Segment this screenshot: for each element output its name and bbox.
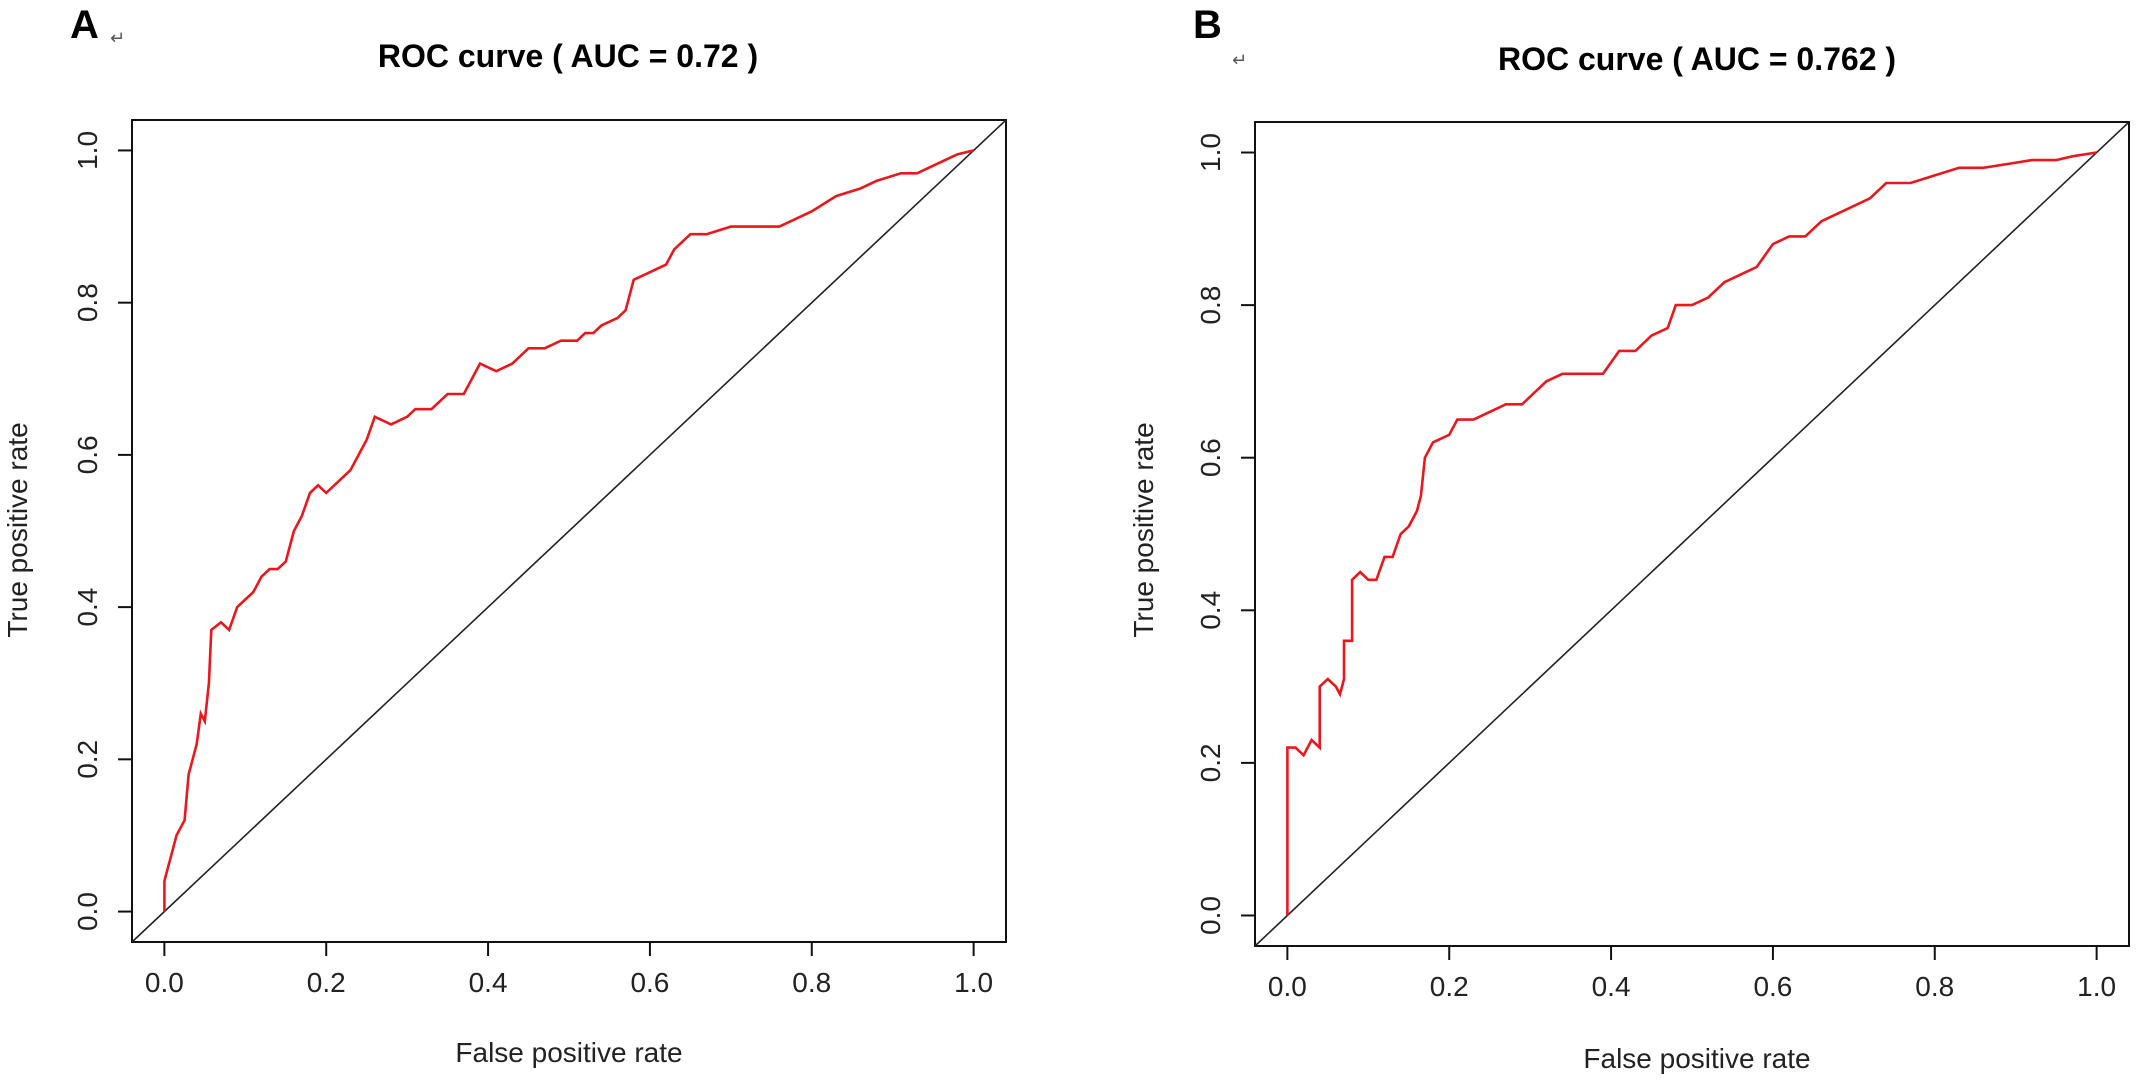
x-tick-label-b: 0.0	[1268, 971, 1307, 1002]
x-tick-label-b: 0.2	[1430, 971, 1469, 1002]
diagonal-reference-line-b	[1254, 121, 2130, 947]
y-tick-label-b: 0.6	[1195, 438, 1226, 477]
panel-letter-a: A	[70, 3, 99, 47]
y-tick-label-b: 0.4	[1195, 591, 1226, 630]
x-tick-label-a: 0.0	[145, 967, 184, 998]
paragraph-mark-icon: ↵	[110, 28, 125, 49]
chart-title-a: ROC curve ( AUC = 0.72 )	[378, 38, 758, 74]
marks-a	[131, 119, 1007, 943]
y-tick-label-a: 1.0	[72, 131, 103, 170]
plot-frame-b	[1254, 121, 2130, 947]
y-tick-label-b: 1.0	[1195, 133, 1226, 172]
y-tick-label-a: 0.6	[72, 435, 103, 474]
x-tick-label-b: 0.4	[1592, 971, 1631, 1002]
y-tick-label-a: 0.4	[72, 588, 103, 627]
y-tick-label-b: 0.8	[1195, 286, 1226, 325]
y-axis-label-b: True positive rate	[1128, 422, 1159, 637]
ticks-a: 0.0 0.2 0.4 0.6 0.8 1.0 0.0 0.2 0.4 0.6 0.8 1.0	[72, 131, 993, 998]
chart-title-b: ROC curve ( AUC = 0.762 )	[1498, 41, 1896, 77]
x-tick-label-b: 0.6	[1753, 971, 1792, 1002]
x-tick-label-b: 1.0	[2077, 971, 2116, 1002]
x-tick-label-a: 0.4	[469, 967, 508, 998]
y-tick-label-b: 0.0	[1195, 896, 1226, 935]
ticks-b: 0.0 0.2 0.4 0.6 0.8 1.0 0.0 0.2 0.4 0.6 0.8 1.0	[1195, 133, 2116, 1002]
marks-b	[1254, 121, 2130, 947]
x-axis-label-a: False positive rate	[455, 1037, 682, 1068]
y-tick-label-a: 0.0	[72, 892, 103, 931]
y-tick-label-a: 0.2	[72, 740, 103, 779]
x-tick-label-a: 1.0	[954, 967, 993, 998]
plot-frame-a	[131, 119, 1007, 943]
x-axis-label-b: False positive rate	[1583, 1043, 1810, 1074]
y-tick-label-a: 0.8	[72, 283, 103, 322]
panel-letter-b: B	[1193, 3, 1222, 47]
x-tick-label-a: 0.6	[630, 967, 669, 998]
panel-a: A ↵ ROC curve ( AUC = 0.72 ) False posit…	[2, 3, 1007, 1068]
roc-curve-line-b	[1286, 151, 2097, 916]
paragraph-mark-icon: ↵	[1232, 50, 1247, 71]
roc-curve-line-a	[163, 149, 974, 912]
y-axis-label-a: True positive rate	[2, 422, 33, 637]
y-tick-label-b: 0.2	[1195, 743, 1226, 782]
diagonal-reference-line-a	[131, 119, 1007, 943]
panel-b: B ↵ ROC curve ( AUC = 0.762 ) False posi…	[1128, 3, 2130, 1074]
x-tick-label-a: 0.8	[792, 967, 831, 998]
x-tick-label-b: 0.8	[1915, 971, 1954, 1002]
x-tick-label-a: 0.2	[307, 967, 346, 998]
